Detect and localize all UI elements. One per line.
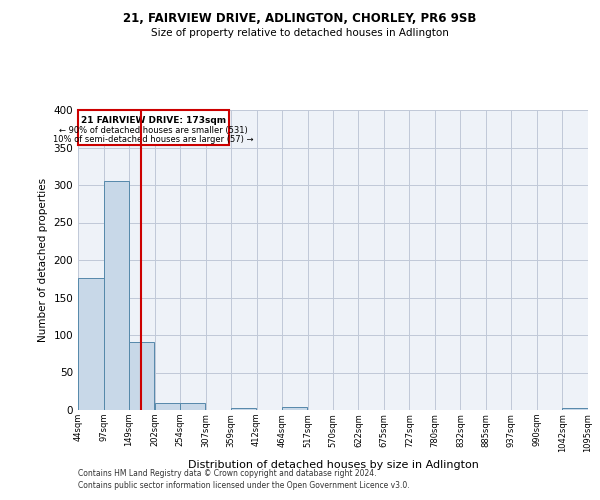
Text: 10% of semi-detached houses are larger (57) →: 10% of semi-detached houses are larger (… (53, 134, 254, 144)
Bar (231, 408, 256, 410)
Bar (282, 407, 307, 410)
Text: 21 FAIRVIEW DRIVE: 173sqm: 21 FAIRVIEW DRIVE: 173sqm (81, 116, 226, 125)
Text: ← 90% of detached houses are smaller (531): ← 90% of detached houses are smaller (53… (59, 126, 248, 134)
Text: 21, FAIRVIEW DRIVE, ADLINGTON, CHORLEY, PR6 9SB: 21, FAIRVIEW DRIVE, ADLINGTON, CHORLEY, … (124, 12, 476, 26)
Bar (562, 408, 588, 410)
Bar (78, 110, 229, 145)
Bar (155, 402, 180, 410)
Bar (78, 278, 104, 410)
Text: Size of property relative to detached houses in Adlington: Size of property relative to detached ho… (151, 28, 449, 38)
X-axis label: Distribution of detached houses by size in Adlington: Distribution of detached houses by size … (188, 460, 478, 470)
Text: Contains public sector information licensed under the Open Government Licence v3: Contains public sector information licen… (78, 481, 410, 490)
Bar (129, 342, 154, 410)
Bar (180, 402, 205, 410)
Text: Contains HM Land Registry data © Crown copyright and database right 2024.: Contains HM Land Registry data © Crown c… (78, 468, 377, 477)
Bar (104, 181, 129, 410)
Y-axis label: Number of detached properties: Number of detached properties (38, 178, 48, 342)
